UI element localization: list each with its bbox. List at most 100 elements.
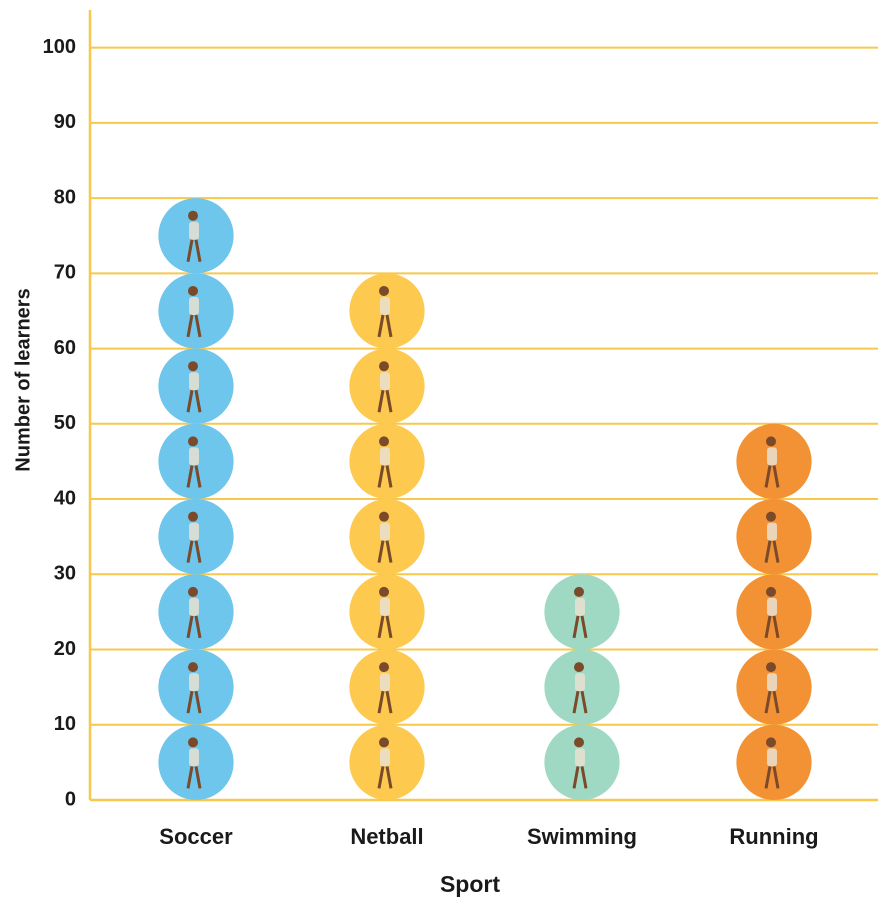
icon-figure-leg (764, 690, 772, 714)
icon-figure-body (767, 673, 777, 692)
icon-figure-head (574, 662, 584, 673)
icon-figure-leg (580, 690, 588, 714)
y-tick-label: 100 (43, 36, 76, 58)
icon-figure-leg (186, 465, 194, 488)
y-tick-label: 90 (54, 111, 76, 133)
icon-figure-leg (772, 766, 780, 789)
icon-figure-body (380, 372, 390, 391)
x-tick-label: Netball (350, 824, 423, 849)
icon-figure-leg (377, 540, 385, 563)
icon-figure-head (379, 511, 389, 522)
icon-figure-body (575, 748, 585, 767)
icon-figure-body (575, 673, 585, 692)
icon-figure-leg (772, 465, 780, 488)
y-tick-label: 30 (54, 563, 76, 585)
icon-figure-leg (772, 615, 780, 639)
icon-figure-head (379, 361, 389, 372)
icon-figure-body (575, 597, 585, 616)
icon-figure-body (767, 748, 777, 767)
icon-figure-leg (772, 540, 780, 563)
icon-figure-leg (186, 540, 194, 563)
icon-figure-body (380, 748, 390, 767)
icon-figure-leg (377, 314, 385, 338)
icon-figure-body (189, 447, 199, 466)
icon-figure-head (188, 737, 198, 748)
icon-figure-leg (580, 615, 588, 639)
icon-figure-head (188, 662, 198, 673)
icon-figure-body (189, 296, 199, 315)
icon-figure-leg (377, 690, 385, 714)
icon-figure-body (189, 748, 199, 767)
x-axis-title: Sport (440, 871, 500, 897)
icon-figure-head (766, 511, 776, 522)
icon-figure-head (379, 737, 389, 748)
icon-figure-head (379, 436, 389, 447)
icon-figure-leg (194, 314, 202, 338)
y-tick-label: 0 (65, 788, 76, 810)
icon-figure-leg (186, 766, 194, 789)
icon-figure-leg (194, 615, 202, 639)
icon-figure-leg (385, 615, 393, 639)
icon-figure-leg (572, 615, 580, 639)
icon-figure-head (379, 285, 389, 296)
pictogram-bar (544, 574, 620, 801)
icon-figure-leg (377, 389, 385, 413)
icon-figure-leg (194, 690, 202, 714)
icon-figure-leg (186, 314, 194, 338)
icon-figure-body (380, 673, 390, 692)
icon-figure-head (574, 586, 584, 597)
pictogram-bar (349, 273, 425, 801)
icon-figure-body (189, 597, 199, 616)
icon-figure-head (188, 285, 198, 296)
x-tick-label: Soccer (159, 824, 233, 849)
y-tick-label: 60 (54, 337, 76, 359)
icon-figure-leg (385, 540, 393, 563)
icon-figure-body (380, 522, 390, 541)
y-tick-label: 50 (54, 412, 76, 434)
icon-figure-leg (385, 766, 393, 789)
icon-figure-body (189, 372, 199, 391)
pictogram-bar (158, 198, 234, 801)
icon-figure-leg (764, 766, 772, 789)
icon-figure-body (767, 522, 777, 541)
y-tick-label: 10 (54, 713, 76, 735)
x-tick-label: Running (729, 824, 818, 849)
icon-figure-body (189, 221, 199, 240)
x-tick-label: Swimming (527, 824, 637, 849)
icon-figure-head (379, 662, 389, 673)
icon-figure-leg (186, 615, 194, 639)
icon-figure-leg (385, 465, 393, 488)
icon-figure-leg (377, 615, 385, 639)
icon-figure-body (767, 597, 777, 616)
icon-figure-body (380, 597, 390, 616)
icon-figure-leg (194, 766, 202, 789)
y-tick-label: 20 (54, 638, 76, 660)
icon-figure-head (188, 210, 198, 221)
icon-figure-head (766, 737, 776, 748)
icon-figure-head (766, 662, 776, 673)
icon-figure-leg (385, 389, 393, 413)
icon-figure-head (766, 586, 776, 597)
icon-figure-head (574, 737, 584, 748)
icon-figure-leg (385, 690, 393, 714)
icon-figure-body (380, 447, 390, 466)
icon-figure-head (188, 586, 198, 597)
icon-figure-leg (764, 465, 772, 488)
icon-figure-leg (764, 540, 772, 563)
icon-figure-leg (186, 239, 194, 262)
icon-figure-body (189, 673, 199, 692)
icon-figure-leg (580, 766, 588, 789)
icon-figure-leg (194, 389, 202, 413)
icon-figure-leg (194, 239, 202, 262)
y-tick-label: 40 (54, 487, 76, 509)
pictogram-bar (736, 423, 812, 801)
icon-figure-leg (377, 766, 385, 789)
icon-figure-head (188, 511, 198, 522)
icon-figure-head (379, 586, 389, 597)
icon-figure-body (380, 296, 390, 315)
icon-figure-leg (572, 766, 580, 789)
y-axis-title: Number of learners (12, 288, 34, 471)
y-tick-label: 80 (54, 186, 76, 208)
